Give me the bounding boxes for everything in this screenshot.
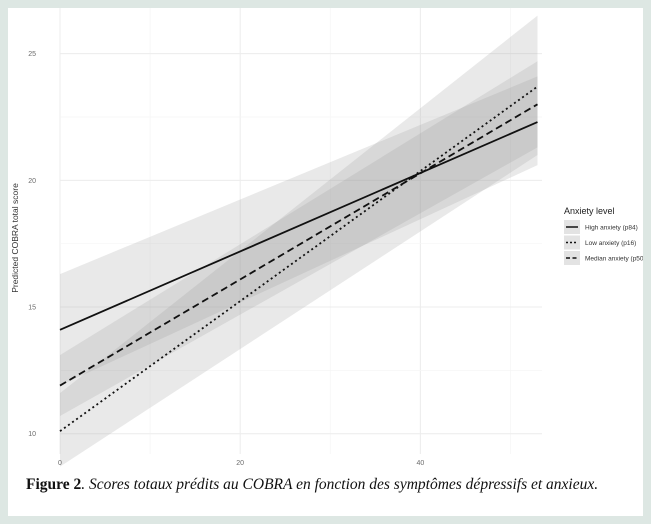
legend: Anxiety level High anxiety (p84) Low anxi… xyxy=(564,206,643,265)
figure-caption: Figure 2. Scores totaux prédits au COBRA… xyxy=(26,474,636,495)
legend-title: Anxiety level xyxy=(564,206,615,216)
x-tick-label: 40 xyxy=(416,460,424,467)
y-tick-label: 15 xyxy=(28,305,36,312)
caption-label: Figure 2 xyxy=(26,476,82,493)
confidence-band xyxy=(60,76,538,386)
series-lines xyxy=(59,85,539,432)
y-axis-title: Predicted COBRA total score xyxy=(10,183,20,293)
tick-labels: 0 20 40 10 15 20 25 xyxy=(28,51,424,467)
y-tick-label: 20 xyxy=(28,178,36,185)
legend-items: High anxiety (p84) Low anxiety (p16) Media… xyxy=(564,220,643,265)
x-tick-label: 0 xyxy=(58,460,62,467)
figure-panel: 0 20 40 10 15 20 25 Predicted COBRA total scor… xyxy=(8,8,643,516)
y-tick-label: 25 xyxy=(28,51,36,58)
legend-label: High anxiety (p84) xyxy=(585,224,638,231)
grid-layer xyxy=(59,8,542,454)
series-line xyxy=(59,121,538,331)
y-tick-label: 10 xyxy=(28,431,36,438)
chart: 0 20 40 10 15 20 25 Predicted COBRA total scor… xyxy=(10,8,643,467)
x-tick-label: 20 xyxy=(236,460,244,467)
confidence-band xyxy=(60,61,538,416)
legend-label: Low anxiety (p16) xyxy=(585,240,636,247)
legend-key-background xyxy=(564,251,580,265)
confidence-bands xyxy=(60,15,538,467)
confidence-band xyxy=(60,15,538,467)
series-line xyxy=(59,103,538,387)
caption-text: . Scores totaux prédits au COBRA en fonc… xyxy=(81,476,599,493)
legend-label: Median anxiety (p50) xyxy=(585,255,643,262)
series-line xyxy=(59,85,539,432)
